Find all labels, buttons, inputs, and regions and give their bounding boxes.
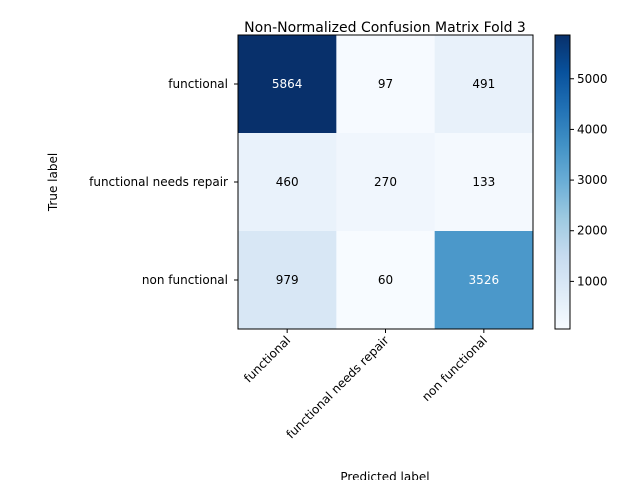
x-tick-label: functional needs repair [284, 333, 392, 441]
chart-title: Non-Normalized Confusion Matrix Fold 3 [244, 20, 526, 36]
y-tick-label: functional needs repair [89, 175, 228, 189]
cell-value-label: 979 [276, 273, 299, 287]
heatmap-cell [434, 231, 534, 330]
cell-value-label: 97 [378, 77, 393, 91]
heatmap-cell [434, 35, 534, 134]
cell-value-label: 3526 [469, 273, 500, 287]
colorbar: 1000 2000 3000 4000 5000 [554, 34, 608, 330]
heatmap-cells: 5864 97 491 460 270 133 979 60 3526 [238, 35, 534, 330]
y-tick-label: functional [168, 77, 228, 91]
colorbar-tick-label: 3000 [577, 173, 608, 187]
colorbar-tick-label: 5000 [577, 72, 608, 86]
colorbar-tick-label: 1000 [577, 274, 608, 288]
colorbar-tick-label: 2000 [577, 224, 608, 238]
cell-value-label: 491 [472, 77, 495, 91]
cell-value-label: 133 [472, 175, 495, 189]
x-axis-label: Predicted label [340, 470, 429, 480]
heatmap-cell [238, 231, 337, 330]
cell-value-label: 460 [276, 175, 299, 189]
cell-value-label: 60 [378, 273, 393, 287]
y-axis: functional functional needs repair non fun… [89, 77, 238, 287]
colorbar-tick-label: 4000 [577, 122, 608, 136]
y-tick-label: non functional [142, 273, 228, 287]
cell-value-label: 270 [374, 175, 397, 189]
heatmap-cell [238, 133, 337, 232]
heatmap-cell [336, 133, 436, 232]
heatmap-cell [238, 35, 337, 134]
y-axis-label: True label [46, 153, 60, 212]
colorbar-gradient [554, 34, 571, 330]
heatmap-cell [336, 231, 436, 330]
heatmap-cell [434, 133, 534, 232]
cell-value-label: 5864 [272, 77, 303, 91]
x-tick-label: non functional [419, 333, 490, 404]
heatmap-cell [336, 35, 436, 134]
x-tick-label: functional [241, 333, 293, 385]
